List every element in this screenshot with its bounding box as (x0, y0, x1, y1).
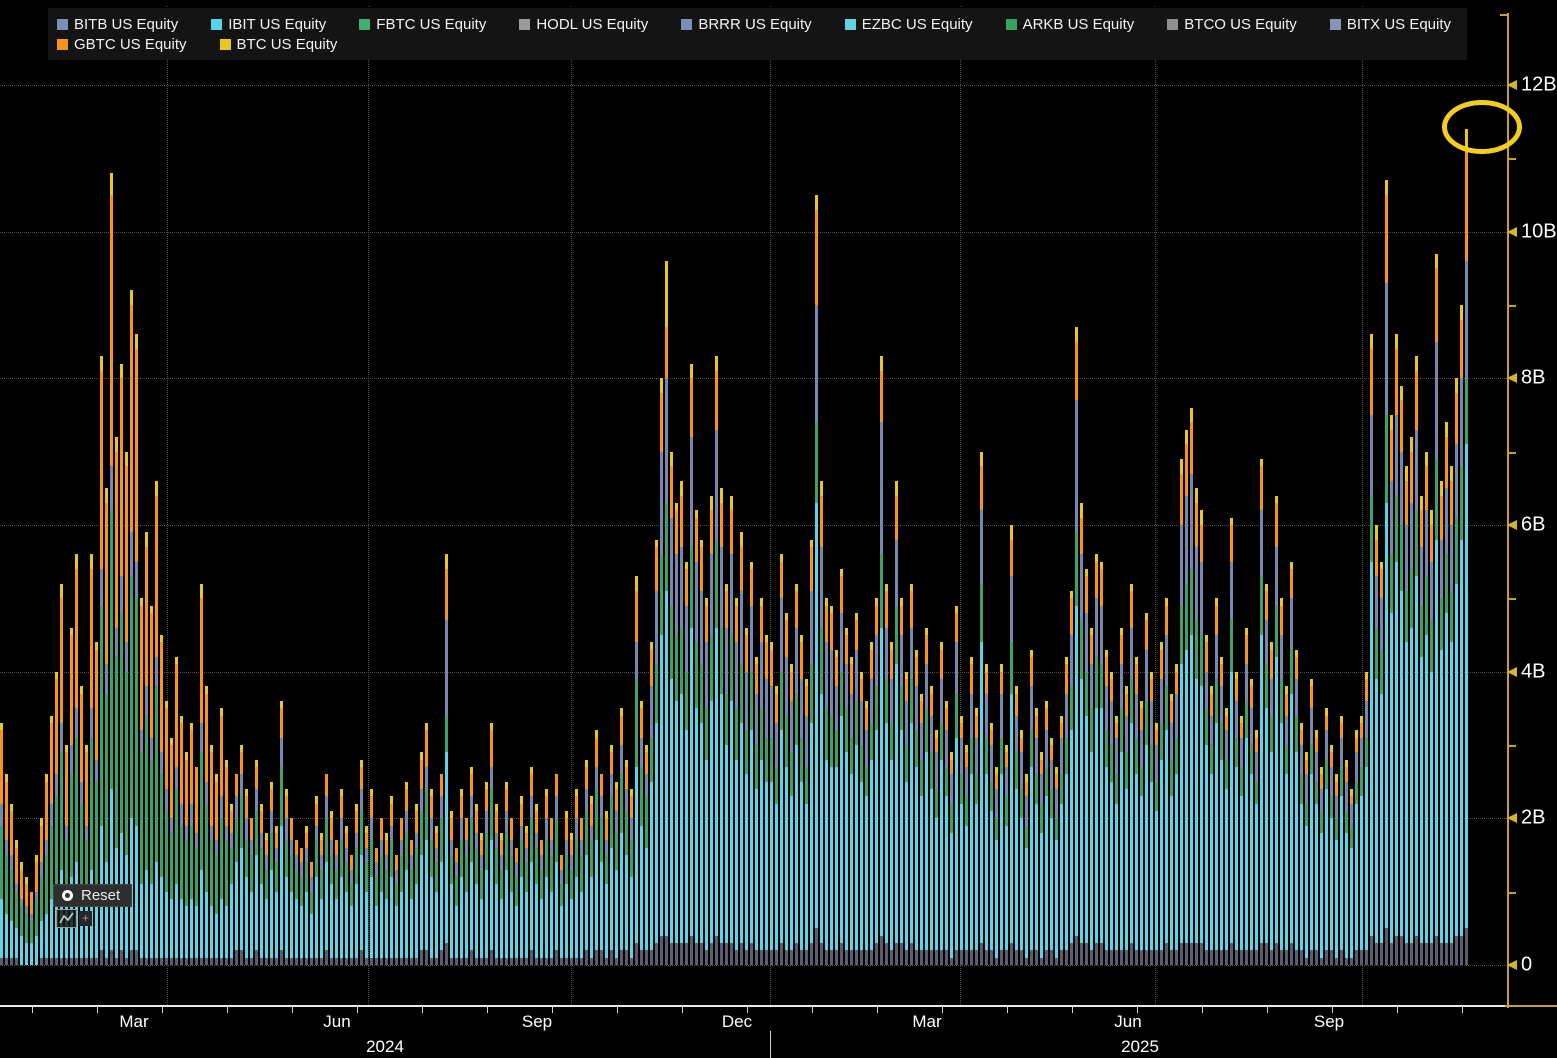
legend-label: BTC US Equity (237, 37, 338, 52)
x-axis-tick (552, 1007, 553, 1013)
legend-swatch-icon (359, 19, 370, 30)
legend-item-ezbc[interactable]: EZBC US Equity (845, 17, 973, 32)
legend-item-brrr[interactable]: BRRR US Equity (681, 17, 811, 32)
reset-circle-icon (62, 890, 73, 901)
x-axis-year-label: 2024 (366, 1037, 404, 1057)
legend-item-btco[interactable]: BTCO US Equity (1167, 17, 1297, 32)
legend-swatch-icon (681, 19, 692, 30)
legend-swatch-icon (57, 39, 68, 50)
legend-item-fbtc[interactable]: FBTC US Equity (359, 17, 486, 32)
x-axis-tick (1007, 1007, 1008, 1013)
x-axis-tick (877, 1007, 878, 1013)
legend-panel: BITB US Equity IBIT US Equity FBTC US Equi… (48, 8, 1467, 60)
legend-label: BITB US Equity (74, 17, 178, 32)
legend-item-arkb[interactable]: ARKB US Equity (1006, 17, 1135, 32)
legend-label: BITX US Equity (1347, 17, 1451, 32)
legend-item-ibit[interactable]: IBIT US Equity (211, 17, 326, 32)
legend-item-gbtc[interactable]: GBTC US Equity (57, 37, 187, 52)
x-axis-month-label: Sep (1314, 1012, 1344, 1032)
x-axis-tick (942, 1007, 943, 1013)
x-axis-tick (1397, 1007, 1398, 1013)
legend-label: EZBC US Equity (862, 17, 973, 32)
x-axis-tick (292, 1007, 293, 1013)
legend-swatch-icon (519, 19, 530, 30)
legend-item-bitb[interactable]: BITB US Equity (57, 17, 178, 32)
legend-swatch-icon (211, 19, 222, 30)
x-axis-tick (32, 1007, 33, 1013)
chart-type-button[interactable] (56, 909, 77, 928)
x-axis-tick (357, 1007, 358, 1013)
legend-row-2: GBTC US Equity BTC US Equity (48, 34, 1467, 54)
x-axis-tick (1267, 1007, 1268, 1013)
legend-label: ARKB US Equity (1023, 17, 1135, 32)
legend-label: GBTC US Equity (74, 37, 187, 52)
year-separator (770, 1031, 771, 1058)
highlight-ellipse-annotation (1442, 100, 1522, 154)
legend-item-bitx[interactable]: BITX US Equity (1330, 17, 1451, 32)
legend-swatch-icon (1167, 19, 1178, 30)
x-axis-month-label: Jun (323, 1012, 350, 1032)
x-axis-labels: Mar Jun Sep Dec Mar Jun Sep 2024 2025 (0, 0, 1557, 1058)
x-axis-tick (227, 1007, 228, 1013)
x-axis-tick (1202, 1007, 1203, 1013)
x-axis-tick (1332, 1007, 1333, 1013)
legend-label: FBTC US Equity (376, 17, 486, 32)
x-axis-tick (422, 1007, 423, 1013)
reset-button[interactable]: Reset (53, 884, 132, 907)
legend-label: BRRR US Equity (698, 17, 811, 32)
legend-swatch-icon (57, 19, 68, 30)
bloomberg-chart-window: 02B4B6B8B10B12B MarJunSepDecMarJunSep202… (0, 0, 1557, 1058)
x-axis-tick (1137, 1007, 1138, 1013)
x-axis-tick (682, 1007, 683, 1013)
legend-swatch-icon (845, 19, 856, 30)
x-axis-tick (97, 1007, 98, 1013)
legend-label: HODL US Equity (536, 17, 648, 32)
x-axis-tick (162, 1007, 163, 1013)
x-axis-month-label: Jun (1114, 1012, 1141, 1032)
x-axis-tick (617, 1007, 618, 1013)
x-axis-month-label: Sep (522, 1012, 552, 1032)
line-chart-icon (58, 911, 75, 926)
legend-swatch-icon (1330, 19, 1341, 30)
legend-row-1: BITB US Equity IBIT US Equity FBTC US Equi… (48, 14, 1467, 34)
x-axis-tick (1462, 1007, 1463, 1013)
reset-label: Reset (81, 887, 120, 904)
x-axis-tick (812, 1007, 813, 1013)
x-axis-month-label: Mar (119, 1012, 148, 1032)
legend-item-hodl[interactable]: HODL US Equity (519, 17, 648, 32)
x-axis-tick (747, 1007, 748, 1013)
legend-swatch-icon (1006, 19, 1017, 30)
legend-item-btc[interactable]: BTC US Equity (220, 37, 338, 52)
x-axis-year-label: 2025 (1121, 1037, 1159, 1057)
x-axis-month-label: Dec (722, 1012, 752, 1032)
legend-label: IBIT US Equity (228, 17, 326, 32)
plus-icon: + (82, 911, 89, 925)
x-axis-tick (487, 1007, 488, 1013)
legend-label: BTCO US Equity (1184, 17, 1297, 32)
x-axis-tick (1072, 1007, 1073, 1013)
legend-swatch-icon (220, 39, 231, 50)
expand-button[interactable]: + (79, 911, 92, 926)
x-axis-month-label: Mar (912, 1012, 941, 1032)
